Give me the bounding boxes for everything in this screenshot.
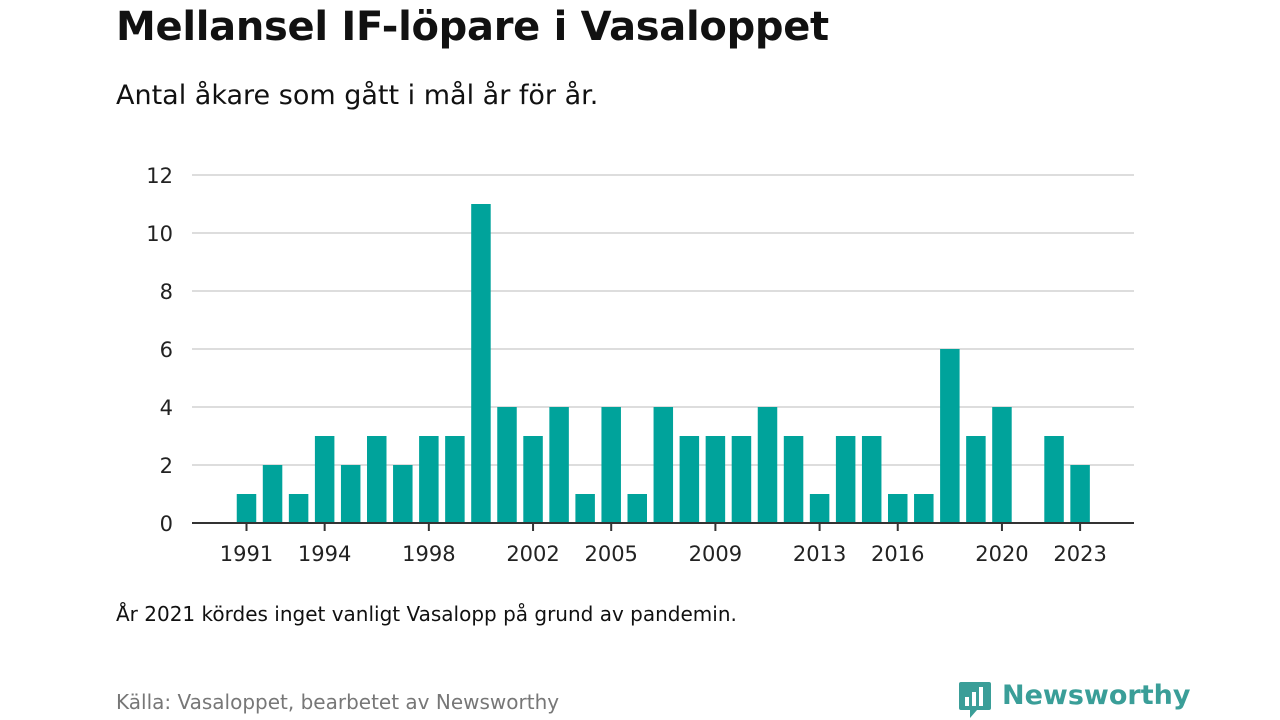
brand-name: Newsworthy	[1002, 680, 1191, 711]
bar	[679, 436, 700, 523]
x-tick-label: 1994	[298, 542, 351, 566]
bar	[783, 436, 804, 523]
bar-chart-bubble-icon	[959, 682, 991, 718]
x-tick-label: 2009	[689, 542, 742, 566]
bar	[966, 436, 986, 523]
bar	[340, 465, 361, 523]
newsworthy-logo: Newsworthy	[958, 680, 1190, 720]
bar	[575, 494, 595, 523]
bar	[992, 407, 1012, 523]
x-tick-label: 2023	[1053, 542, 1106, 566]
bar	[288, 494, 309, 523]
x-tick-label: 2005	[584, 542, 637, 566]
x-tick-label: 2013	[793, 542, 846, 566]
chart-source: Källa: Vasaloppet, bearbetet av Newswort…	[116, 690, 560, 714]
bar	[705, 436, 726, 523]
x-tick-label: 2020	[975, 542, 1028, 566]
bar	[861, 436, 882, 523]
y-tick-label: 2	[160, 454, 173, 478]
y-tick-label: 4	[160, 396, 173, 420]
chart-note: År 2021 kördes inget vanligt Vasalopp på…	[116, 602, 737, 626]
bar	[601, 407, 621, 523]
x-tick-label: 1998	[402, 542, 455, 566]
x-tick-label: 1991	[220, 542, 273, 566]
bar	[757, 407, 778, 523]
bar	[1044, 436, 1064, 523]
bar	[367, 436, 387, 523]
bar	[262, 465, 283, 523]
y-tick-label: 0	[160, 512, 173, 536]
bar	[1070, 465, 1090, 523]
y-tick-label: 10	[146, 222, 173, 246]
bar	[914, 494, 934, 523]
bar	[653, 407, 674, 523]
chart-title: Mellansel IF-löpare i Vasaloppet	[116, 4, 829, 50]
bar	[809, 494, 830, 523]
bar	[314, 436, 335, 523]
y-tick-label: 6	[160, 338, 173, 362]
bar	[627, 494, 647, 523]
bar	[888, 494, 908, 523]
bar	[523, 436, 543, 523]
bar	[236, 494, 257, 523]
bar	[393, 465, 413, 523]
bar	[731, 436, 752, 523]
chart-subtitle: Antal åkare som gått i mål år för år.	[116, 80, 599, 111]
bar	[835, 436, 856, 523]
bar	[497, 407, 517, 523]
bar	[940, 349, 960, 523]
x-tick-label: 2002	[506, 542, 559, 566]
bar	[549, 407, 569, 523]
bar	[445, 436, 465, 523]
y-tick-label: 8	[160, 280, 173, 304]
x-tick-label: 2016	[871, 542, 924, 566]
bar	[471, 204, 491, 523]
bar	[419, 436, 439, 523]
y-tick-label: 12	[146, 164, 173, 188]
